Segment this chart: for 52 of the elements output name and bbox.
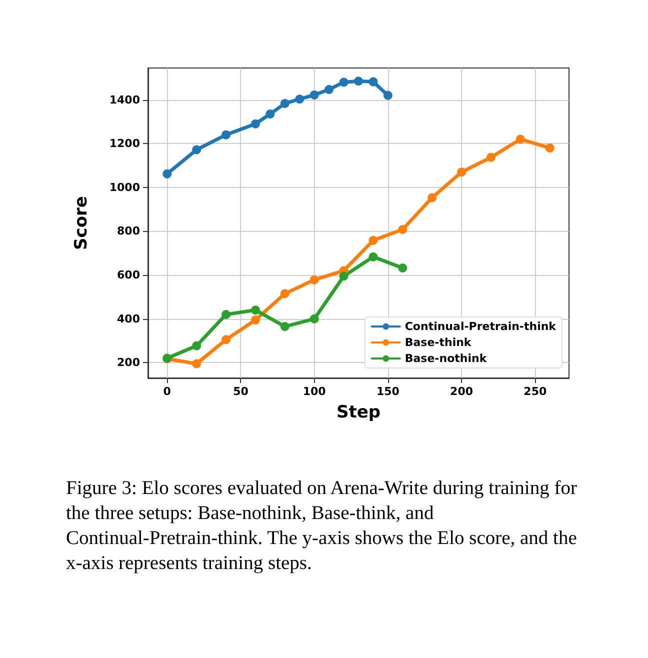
point (222, 335, 231, 344)
x-tick-label: 50 (233, 385, 249, 398)
point (339, 78, 348, 87)
y-tick-label: 400 (117, 312, 140, 326)
point (295, 94, 304, 104)
point (310, 90, 319, 100)
point (324, 84, 334, 94)
point (310, 275, 319, 284)
point (266, 110, 275, 119)
point (250, 306, 260, 315)
y-tick-label: 1200 (109, 137, 140, 150)
point (280, 289, 290, 298)
legend-label: Continual-Pretrain-think (404, 320, 557, 333)
point (368, 252, 378, 262)
point (222, 130, 231, 140)
point (368, 236, 378, 245)
y-tick-label: 1400 (109, 93, 140, 106)
point (310, 314, 319, 324)
x-tick-label: 250 (524, 385, 547, 398)
point (192, 341, 202, 350)
x-tick-label: 0 (163, 385, 172, 398)
point (280, 322, 290, 332)
point (398, 264, 408, 273)
point (222, 310, 231, 319)
point (457, 168, 466, 177)
point (280, 98, 290, 108)
point (339, 272, 348, 281)
point (368, 77, 378, 86)
point (428, 193, 437, 202)
point (192, 145, 202, 154)
point (250, 315, 260, 324)
x-tick-label: 100 (302, 385, 326, 398)
point (486, 152, 496, 162)
point (250, 119, 260, 128)
x-tick-label: 150 (376, 385, 400, 398)
point (354, 76, 363, 86)
point (545, 143, 554, 152)
point (162, 169, 172, 178)
point (192, 359, 202, 368)
y-tick-label: 1000 (109, 180, 140, 194)
legend-label: Base-nothink (404, 352, 488, 365)
legend-label: Base-think (404, 336, 472, 349)
y-tick-label: 800 (117, 224, 140, 238)
x-axis-title: Step (336, 402, 381, 422)
point (516, 134, 525, 144)
x-tick-label: 200 (450, 385, 474, 398)
y-axis-title: Score (72, 196, 92, 250)
caption: Figure 3: Elo scores evaluated on Arena-Write during training for the three setups: Base-nothink, Base-think, and Continual-Pretrain-think. The y-axis shows the Elo score, and the x-axis represents training steps. (66, 478, 582, 574)
y-tick-label: 600 (117, 268, 140, 282)
y-tick-label: 200 (117, 356, 140, 370)
point (383, 90, 392, 100)
point (398, 224, 408, 234)
